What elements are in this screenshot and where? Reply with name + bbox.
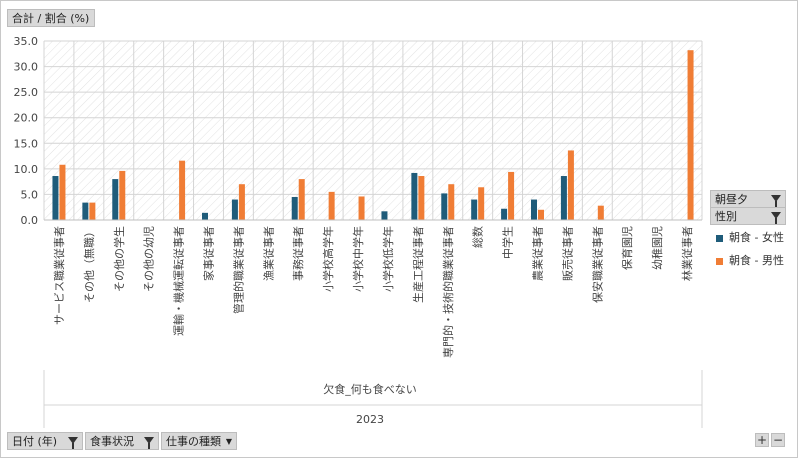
bar-male[interactable] [89,202,96,220]
legend-item-female: 朝食 - 女性 [716,229,784,245]
gridlines [43,40,703,221]
legend-field-label: 朝昼夕 [715,193,748,206]
bar-female[interactable] [112,179,119,220]
minus-icon: − [772,433,784,447]
bar-male[interactable] [328,191,335,220]
value-field-label: 合計 / 割合 (%) [12,12,90,25]
x-tick-label: 幼稚園児 [651,226,664,270]
axis-field-label-1: 欠食_何も食べない [323,382,417,396]
x-tick-label: 販売従事者 [561,226,574,281]
x-tick-label: 漁業従事者 [261,226,275,281]
chevron-down-icon: ▼ [225,437,232,446]
x-tick-label: 保育園児 [620,226,634,270]
collapse-field-button[interactable]: − [771,433,785,447]
bar-male[interactable] [687,50,694,220]
x-tick-label: 中学生 [501,226,515,259]
x-tick-label: 生産工程従事者 [411,226,425,303]
x-tick-label: 管理的職業従事者 [231,226,245,314]
legend-label: 朝食 - 女性 [729,231,784,244]
legend-swatch-female [716,234,723,242]
field-label: 食事状況 [90,435,134,448]
legend-field-label: 性別 [715,210,737,223]
bar-female[interactable] [52,176,59,220]
y-tick-label: 15.0 [14,137,39,150]
bar-male[interactable] [119,170,126,220]
field-button-date-year[interactable]: 日付 (年) [7,432,83,450]
x-tick-label: 小学校中学年 [351,226,365,292]
y-tick-label: 10.0 [14,163,39,176]
bar-male[interactable] [567,150,574,220]
bars [52,50,694,220]
plus-icon: + [756,433,768,447]
y-tick-label: 35.0 [14,35,39,48]
legend-label: 朝食 - 男性 [729,254,784,267]
x-tick-label: 保安職業従事者 [590,226,604,303]
x-tick-label: 小学校高学年 [321,226,335,292]
bar-female[interactable] [411,172,418,220]
x-tick-label: 専門的・技術的職業従事者 [441,226,455,358]
bar-female[interactable] [531,199,537,220]
bar-female[interactable] [501,208,508,220]
bar-female[interactable] [231,199,238,220]
x-tick-label: その他の学生 [112,226,126,292]
bar-male[interactable] [448,184,455,220]
bar-female[interactable] [202,212,208,220]
bar-female[interactable] [471,199,478,220]
bar-male[interactable] [238,184,245,220]
x-tick-label: 総数 [471,226,485,248]
bar-male[interactable] [597,205,604,220]
bar-male[interactable] [508,171,515,220]
legend-item-male: 朝食 - 男性 [716,252,784,268]
legend-field-button-mealtime[interactable]: 朝昼夕 [710,190,786,208]
y-tick-label: 25.0 [14,86,39,99]
y-tick-label: 30.0 [14,61,39,74]
expand-field-button[interactable]: + [755,433,769,447]
bar-female[interactable] [82,202,89,220]
x-axis: サービス職業従事者 その他（無職） その他の学生 その他の幼児 運輸・機械運転従事者 家事… [43,219,703,428]
field-button-meal-status[interactable]: 食事状況 [85,432,159,450]
axis-field-label-2: 2023 [356,413,384,426]
x-tick-label: 農業従事者 [531,226,545,281]
field-button-job-type[interactable]: 仕事の種類 ▼ [161,432,237,450]
field-label: 日付 (年) [12,435,58,448]
y-tick-label: 5.0 [21,188,39,201]
bar-female[interactable] [291,196,298,220]
bar-male[interactable] [478,187,485,220]
y-axis: 0.0 5.0 10.0 15.0 20.0 25.0 30.0 35.0 [14,35,39,227]
x-tick-label: 家事従事者 [202,226,216,281]
legend-swatch-male [716,257,723,265]
filter-icon [68,437,78,449]
bar-male[interactable] [298,179,305,220]
bar-male[interactable] [179,160,186,220]
x-tick-label: 運輸・機械運転従事者 [172,226,186,336]
x-tick-label: その他（無職） [82,226,96,303]
bar-female[interactable] [560,176,567,220]
x-tick-label: 事務従事者 [291,226,305,281]
field-label: 仕事の種類 [166,435,221,448]
x-tick-label: サービス職業従事者 [53,226,66,325]
y-tick-label: 0.0 [21,214,39,227]
value-field-button[interactable]: 合計 / 割合 (%) [7,9,95,27]
bar-male[interactable] [358,196,365,220]
legend-field-button-gender[interactable]: 性別 [710,207,786,225]
y-tick-label: 20.0 [14,112,39,125]
x-tick-label: 林業従事者 [680,226,694,281]
filter-icon [771,195,781,207]
bar-male[interactable] [59,164,66,220]
filter-icon [144,437,154,449]
x-tick-label: その他の幼児 [143,226,156,292]
bar-male[interactable] [538,209,544,220]
bar-female[interactable] [441,193,448,220]
bar-male[interactable] [418,176,425,220]
bar-female[interactable] [381,211,388,220]
filter-icon [771,212,781,224]
x-tick-label: 小学校低学年 [381,226,395,292]
